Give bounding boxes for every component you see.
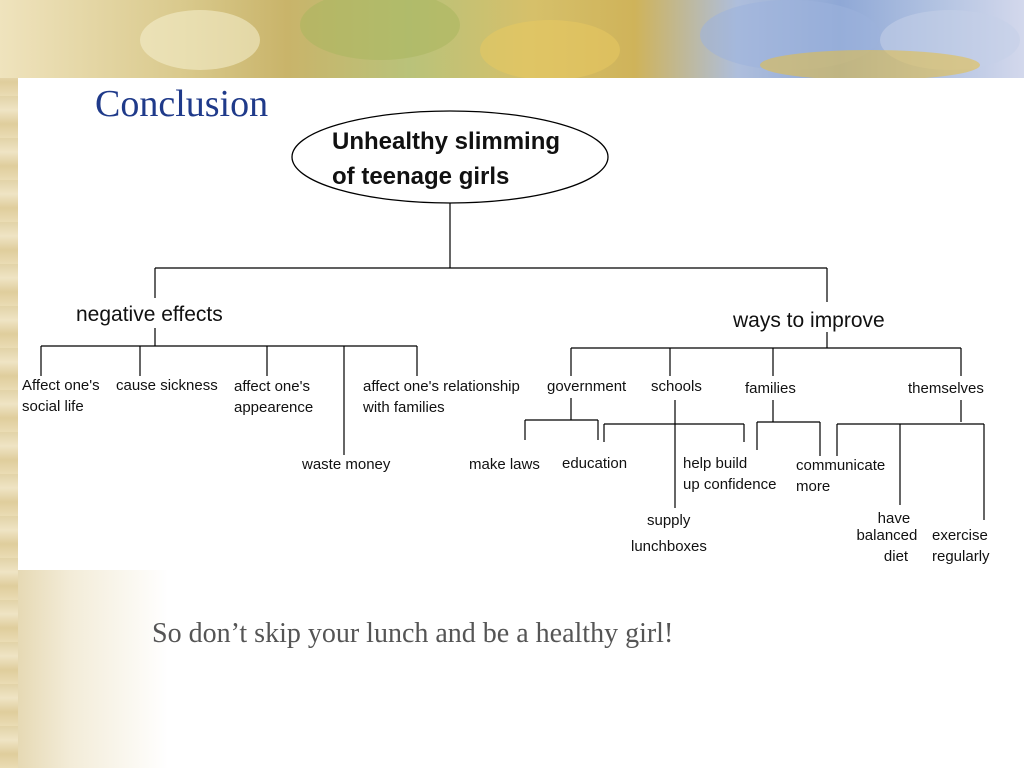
diagram-panel	[18, 78, 1008, 570]
top-decorative-banner	[0, 0, 1024, 78]
left-texture-strip	[0, 0, 18, 768]
left-bottom-fade	[18, 570, 168, 768]
slide-title: Conclusion	[95, 83, 269, 125]
closing-tagline: So don’t skip your lunch and be a health…	[152, 618, 674, 649]
